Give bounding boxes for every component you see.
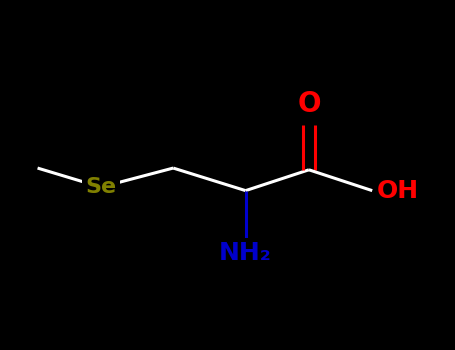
Text: Se: Se	[86, 177, 116, 197]
Text: OH: OH	[377, 178, 419, 203]
Text: NH₂: NH₂	[219, 241, 272, 265]
Text: O: O	[297, 90, 321, 118]
